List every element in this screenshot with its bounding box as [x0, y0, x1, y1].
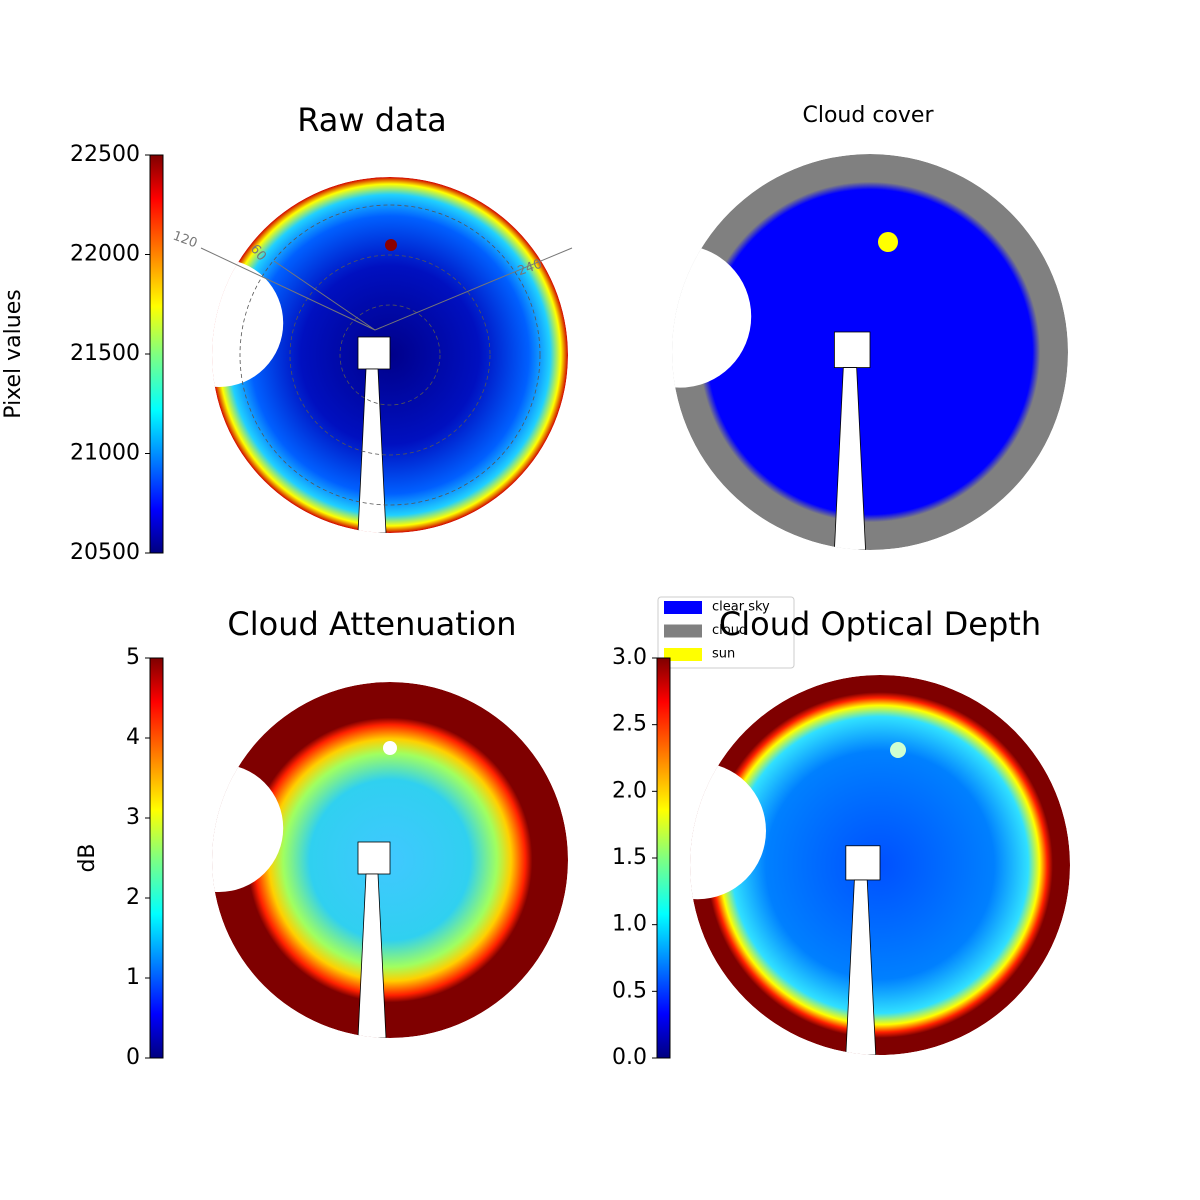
panel: Cloud Attenuation 0 1 2 3 4 5 dB — [75, 605, 568, 1070]
colorbar-tick-label: 3 — [126, 805, 140, 830]
sky-image — [212, 682, 568, 1038]
colorbar-tick-label: 1.5 — [612, 845, 647, 870]
sun — [890, 742, 906, 758]
mast-box — [357, 336, 391, 370]
colorbar-tick-label: 4 — [126, 725, 140, 750]
colorbar-tick-label: 21000 — [70, 441, 140, 466]
panel-title: Raw data — [297, 101, 447, 139]
sky-image — [672, 154, 1068, 550]
polar-grid — [239, 204, 541, 506]
azimuth-label: 120 — [171, 229, 199, 252]
legend-swatch — [664, 648, 702, 661]
colorbar-tick-label: 2.0 — [612, 778, 647, 803]
colorbar — [149, 154, 164, 554]
colorbar-tick-label: 22000 — [70, 242, 140, 267]
mast — [833, 367, 866, 550]
panel: Cloud cover clear sky cloud sun — [657, 103, 1068, 669]
legend-swatch — [664, 601, 702, 614]
legend-label: sun — [712, 647, 735, 662]
legend-label: clear sky — [712, 600, 770, 615]
sun — [385, 239, 397, 251]
horizon-obstruction — [212, 258, 284, 388]
panel-title: Cloud cover — [803, 103, 935, 128]
horizon-obstruction — [672, 245, 752, 388]
colorbar-tick-label: 1 — [126, 965, 140, 990]
polar-axis — [374, 247, 573, 331]
panel-title: Cloud Optical Depth — [719, 605, 1041, 643]
legend: clear sky cloud sun — [657, 596, 795, 669]
colorbar-tick-label: 2.5 — [612, 712, 647, 737]
polar-axis — [273, 260, 376, 331]
colorbar — [149, 657, 164, 1059]
colorbar-tick-label: 22500 — [70, 142, 140, 167]
mast-box — [845, 845, 881, 881]
panel: Cloud Optical Depth 0.0 0.5 1.0 1.5 2.0 2.5 3.0 — [612, 605, 1070, 1070]
sun — [383, 741, 397, 755]
colorbar-tick-label: 5 — [126, 645, 140, 670]
colorbar — [656, 657, 671, 1059]
mast-box — [357, 841, 391, 875]
mast — [357, 873, 387, 1038]
colorbar-tick-label: 1.0 — [612, 912, 647, 937]
colorbar-tick-label: 2 — [126, 885, 140, 910]
horizon-obstruction — [212, 763, 284, 893]
colorbar-tick-label: 20500 — [70, 540, 140, 565]
legend-swatch — [664, 624, 702, 638]
sky-image — [212, 177, 568, 533]
sky-image — [690, 675, 1070, 1055]
colorbar-label: dB — [75, 843, 100, 872]
colorbar-label: Pixel values — [1, 289, 26, 418]
mast — [845, 879, 877, 1055]
polar-grid — [339, 304, 441, 406]
colorbar-tick-label: 21500 — [70, 341, 140, 366]
legend-label: cloud — [712, 623, 747, 638]
colorbar-tick-label: 0.5 — [612, 978, 647, 1003]
mast — [357, 368, 387, 533]
mast-box — [834, 331, 871, 368]
panel: Raw data12060240205002100021500220002250… — [1, 101, 573, 565]
horizon-obstruction — [690, 762, 766, 900]
polar-axis — [200, 247, 376, 331]
panel-title: Cloud Attenuation — [227, 605, 516, 643]
polar-grid — [289, 254, 491, 456]
sun — [878, 232, 898, 252]
colorbar-tick-label: 3.0 — [612, 645, 647, 670]
colorbar-tick-label: 0.0 — [612, 1045, 647, 1070]
colorbar-tick-label: 0 — [126, 1045, 140, 1070]
